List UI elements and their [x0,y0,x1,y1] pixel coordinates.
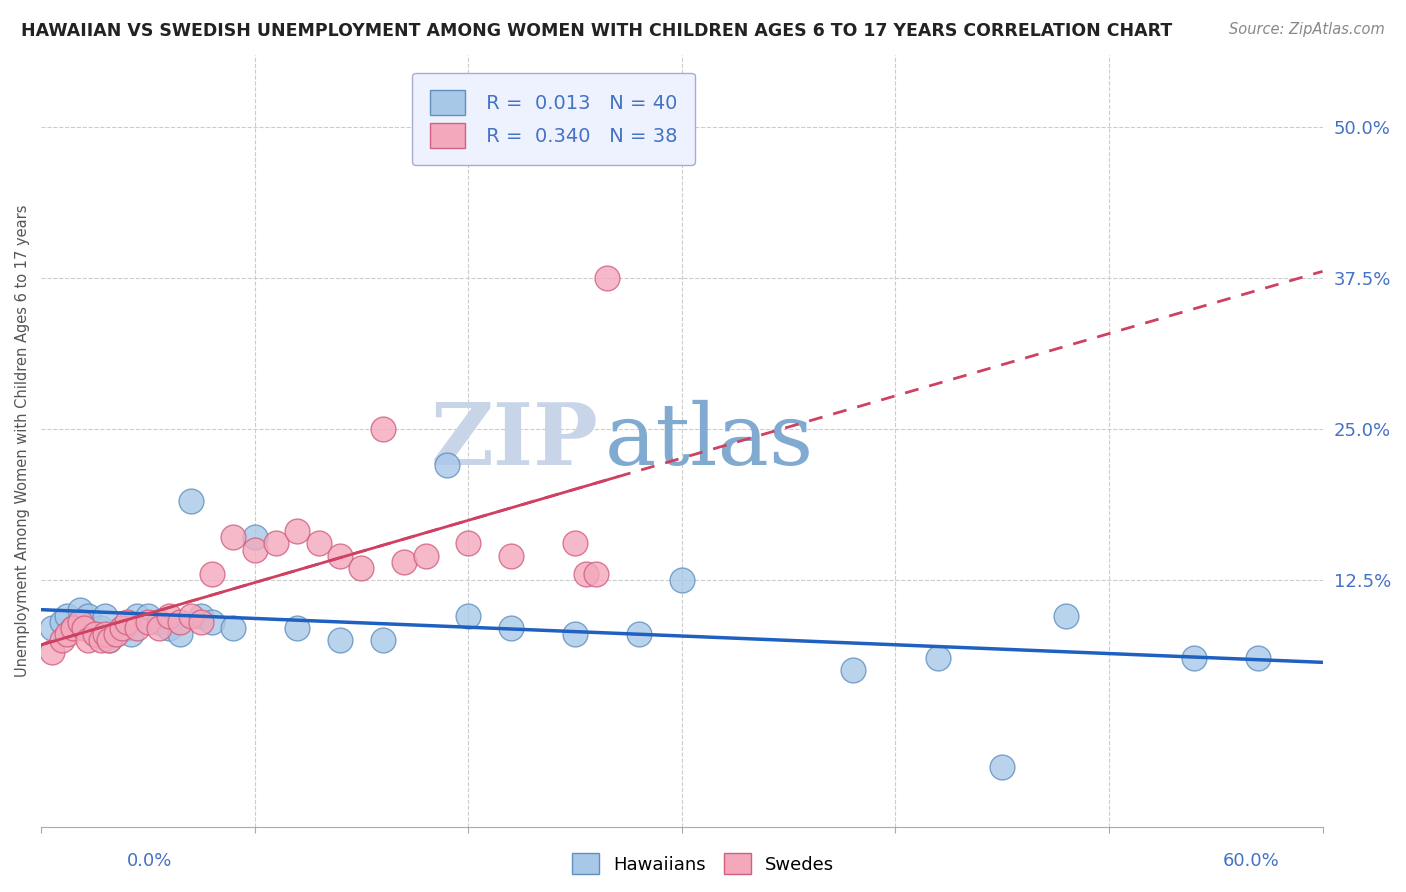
Point [222,621,245,635]
Point [564,536,586,550]
Point [264,536,287,550]
Text: ZIP: ZIP [430,399,599,483]
Point [201,615,224,629]
Point [169,615,191,629]
Point [499,621,522,635]
Point [329,632,352,647]
Point [991,759,1014,773]
Point [104,627,127,641]
Point [350,560,373,574]
Point [841,663,863,677]
Point [596,271,619,285]
Point [136,608,159,623]
Point [392,555,415,569]
Point [564,627,586,641]
Text: 0.0%: 0.0% [127,852,172,870]
Point [111,621,134,635]
Point [62,621,84,635]
Point [69,603,91,617]
Point [201,566,224,581]
Point [190,615,212,629]
Point [94,608,117,623]
Point [136,615,159,629]
Point [927,651,949,665]
Point [148,621,170,635]
Point [371,422,394,436]
Point [62,621,84,635]
Point [41,645,63,659]
Point [457,608,479,623]
Point [94,627,117,641]
Point [222,531,245,545]
Point [180,494,202,508]
Legend: Hawaiians, Swedes: Hawaiians, Swedes [564,846,842,881]
Point [83,627,105,641]
Point [499,549,522,563]
Point [157,608,180,623]
Point [457,536,479,550]
Text: 60.0%: 60.0% [1223,852,1279,870]
Point [41,621,63,635]
Point [77,608,100,623]
Point [1182,651,1205,665]
Point [585,566,607,581]
Point [90,632,112,647]
Point [51,632,73,647]
Point [104,627,127,641]
Point [120,627,142,641]
Y-axis label: Unemployment Among Women with Children Ages 6 to 17 years: Unemployment Among Women with Children A… [15,205,30,677]
Point [55,627,77,641]
Point [169,627,191,641]
Legend:  R =  0.013   N = 40,  R =  0.340   N = 38: R = 0.013 N = 40, R = 0.340 N = 38 [412,72,695,165]
Point [98,632,121,647]
Point [180,608,202,623]
Point [98,632,121,647]
Point [157,621,180,635]
Point [628,627,651,641]
Point [415,549,437,563]
Point [287,524,309,539]
Point [1054,608,1077,623]
Point [73,621,96,635]
Point [575,566,598,581]
Point [51,615,73,629]
Point [671,573,693,587]
Point [287,621,309,635]
Point [69,615,91,629]
Point [243,542,266,557]
Point [73,615,96,629]
Point [243,531,266,545]
Point [371,632,394,647]
Point [111,621,134,635]
Point [127,621,149,635]
Point [127,608,149,623]
Point [115,615,138,629]
Point [436,458,458,472]
Point [115,621,138,635]
Point [308,536,330,550]
Point [55,608,77,623]
Point [190,608,212,623]
Point [1247,651,1270,665]
Text: HAWAIIAN VS SWEDISH UNEMPLOYMENT AMONG WOMEN WITH CHILDREN AGES 6 TO 17 YEARS CO: HAWAIIAN VS SWEDISH UNEMPLOYMENT AMONG W… [21,22,1173,40]
Text: Source: ZipAtlas.com: Source: ZipAtlas.com [1229,22,1385,37]
Point [90,621,112,635]
Point [77,632,100,647]
Point [148,615,170,629]
Point [329,549,352,563]
Text: atlas: atlas [605,400,814,483]
Point [83,627,105,641]
